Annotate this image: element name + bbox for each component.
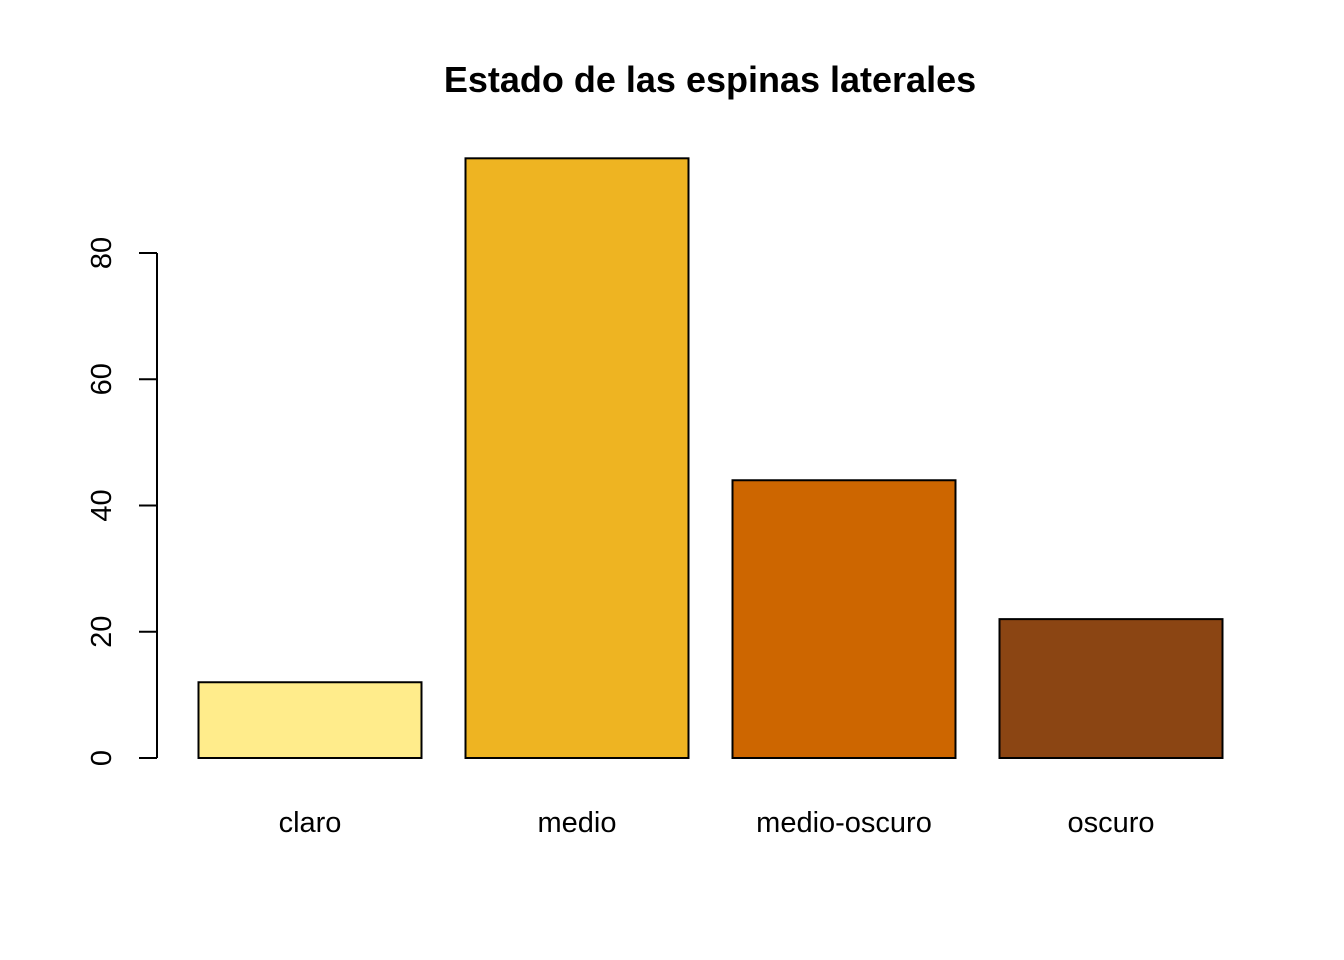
bars-group — [197, 157, 1224, 759]
category-label-claro: claro — [279, 807, 342, 839]
y-tick-label: 60 — [86, 363, 118, 395]
bar-medio-oscuro — [731, 479, 957, 759]
y-tick-label: 20 — [86, 616, 118, 648]
category-label-medio-oscuro: medio-oscuro — [756, 807, 932, 839]
y-tick-label: 40 — [86, 489, 118, 521]
category-label-oscuro: oscuro — [1067, 807, 1154, 839]
y-tick-label: 0 — [86, 750, 118, 766]
bar-medio — [464, 157, 690, 759]
bar-oscuro — [998, 618, 1224, 759]
y-tick-label: 80 — [86, 237, 118, 269]
y-axis: 0 20 40 60 80 — [86, 237, 158, 766]
category-label-medio: medio — [538, 807, 617, 839]
category-labels: claro medio medio-oscuro oscuro — [279, 807, 1155, 839]
chart-title: Estado de las espinas laterales — [444, 59, 976, 100]
bar-claro — [197, 681, 423, 759]
